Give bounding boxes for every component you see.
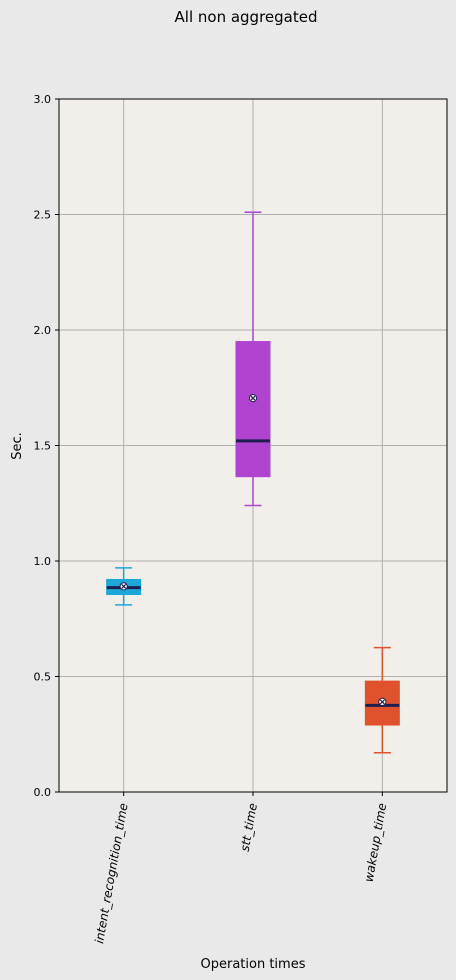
x-tick-label: wakeup_time — [362, 802, 390, 883]
box-plots — [106, 211, 400, 754]
box-intent_recognition_time — [106, 567, 142, 606]
y-tick-label: 2.5 — [34, 209, 52, 222]
y-tick-label: 3.0 — [34, 93, 52, 106]
x-axis-label: Operation times — [201, 957, 306, 972]
box-wakeup_time — [364, 646, 400, 754]
box-stt_time — [235, 211, 271, 507]
y-tick-label: 1.0 — [34, 555, 52, 568]
y-tick-label: 2.0 — [34, 324, 52, 337]
mean-marker-cross — [379, 699, 385, 705]
y-axis: 0.0 0.5 1.0 1.5 2.0 2.5 3.0 — [34, 93, 59, 799]
x-tick-label: stt_time — [238, 802, 260, 852]
y-tick-label: 0.5 — [34, 671, 52, 684]
x-tick-label: intent_recognition_time — [92, 802, 130, 945]
mean-marker-cross — [121, 583, 127, 589]
mean-marker-cross — [250, 395, 256, 401]
y-tick-label: 1.5 — [34, 440, 52, 453]
y-tick-label: 0.0 — [34, 786, 52, 799]
y-axis-label: Sec. — [10, 432, 25, 460]
x-axis: intent_recognition_time stt_time wakeup_ti… — [92, 792, 389, 945]
chart-title: All non aggregated — [175, 8, 318, 26]
box-iqr — [235, 341, 271, 478]
plot-frame — [58, 98, 448, 793]
